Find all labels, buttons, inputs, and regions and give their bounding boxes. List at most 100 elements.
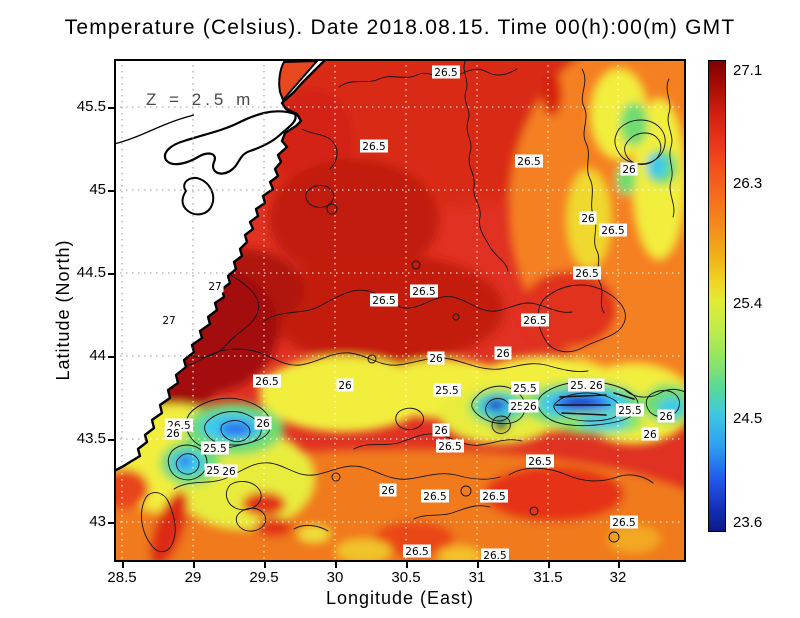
depth-annotation: Z = 2.5 m [146,90,255,109]
colorbar [708,60,726,532]
x-tick-mark [264,562,266,568]
contour-label-box [160,313,178,327]
y-tick-mark [108,439,114,441]
contour-label-box [204,463,222,477]
contour-label-box [641,427,659,441]
contour-label-value: 26 [622,164,636,176]
contour-label-value: 25.5 [203,443,226,455]
contour-label-value: 26.5 [255,376,278,388]
y-tick-mark [108,107,114,109]
contour-label-box [480,489,508,503]
contour-label-value: 26.5 [482,491,505,503]
contour-label-value: 26 [523,401,537,413]
contour-label-value: 26 [659,411,673,423]
lagoon-razim [163,110,297,175]
contour-label-value: 26.5 [412,286,435,298]
contour-label-value: 27 [208,281,221,293]
contour-label-box [436,439,464,453]
x-tick-label: 28.5 [107,569,137,586]
x-tick-mark [548,562,550,568]
contour-label-box [370,293,398,307]
contour-label-value: 26.5 [405,546,428,558]
contour-label-value: 26.5 [601,225,624,237]
contour-label-value: 26.5 [575,268,598,280]
y-tick-mark [108,273,114,275]
contour-label-box [403,544,431,558]
contour-label-value: 26.5 [483,550,506,562]
contour-label-value: 26.5 [362,141,385,153]
coastal-lake-warm [278,59,320,102]
map-canvas: 26.5 26.5 26.5 26 26 26.5 26.5 27 26.5 26.5 27 26.5… [114,59,686,562]
contour-label-box [254,416,272,430]
y-tick-mark [108,190,114,192]
contour-label-box [515,154,543,168]
contour-label-box [201,441,229,455]
x-tick-label: 29 [184,569,202,586]
colorbar-tick-label: 25.4 [733,295,763,312]
river-line [114,114,195,145]
contour-label-box [421,489,449,503]
contour-label-box [494,346,512,360]
contour-label-box [620,162,638,176]
contour-label-value: 26 [429,353,443,365]
contour-label-box [521,399,539,413]
colorbar-tick-label: 23.6 [733,514,763,531]
contour-label-box [511,381,539,395]
x-tick-label: 30 [326,569,344,586]
contour-label-value: 26 [338,380,352,392]
contour-label-box [432,65,460,79]
x-tick-label: 30.5 [391,569,421,586]
x-tick-mark [335,562,337,568]
x-tick-mark [193,562,195,568]
contour-label-value: 26.5 [528,456,551,468]
contour-label-value: 25.5 [435,385,458,397]
plot-frame [114,59,686,562]
contour-label-box [379,483,397,497]
x-tick-label: 29.5 [249,569,279,586]
contour-label-value: 26 [589,380,603,392]
y-tick-label: 45.5 [76,98,106,115]
x-tick-label: 31.5 [533,569,563,586]
x-tick-mark [122,562,124,568]
contour-label-box [206,279,224,293]
contour-label-box [253,374,281,388]
contour-label-value: 26.5 [438,441,461,453]
contour-label-box [410,284,438,298]
contour-label-value: 27 [162,315,175,327]
contour-label-value: 26.5 [523,315,546,327]
y-tick-mark [108,356,114,358]
contour-label-value: 26 [496,348,510,360]
contour-label-value: 26 [581,213,595,225]
contour-label-box [220,464,238,478]
y-tick-label: 43.5 [76,430,106,447]
x-tick-label: 32 [609,569,627,586]
contour-label-box [657,409,675,423]
land-mask [114,59,328,473]
contour-label-value: 26 [434,425,448,437]
y-tick-label: 43 [89,513,106,530]
contour-label-value: 26 [381,485,395,497]
contour-label-value: 26.5 [434,67,457,79]
y-tick-label: 45 [89,181,106,198]
contour-label-box [521,313,549,327]
contour-label-value: 25 [510,401,523,413]
lake-sinoe [181,177,215,216]
contour-label-box [164,426,182,440]
contour-label-box [616,403,644,417]
contour-label-box [587,378,605,392]
contour-label-value: 26 [643,429,657,441]
contour-label-value: 26 [166,428,180,440]
contour-label-box [599,223,627,237]
x-tick-mark [618,562,620,568]
contour-label-value: 26 [222,466,236,478]
contour-label-box [508,399,526,413]
contour-label-box [432,423,450,437]
contour-label-value: 25.5 [513,383,536,395]
colorbar-tick-label: 24.5 [733,410,763,427]
contour-label-box [573,266,601,280]
contour-label-value: 26 [256,418,270,430]
contour-label-value: 25.5 [618,405,641,417]
contour-label-box [526,454,554,468]
